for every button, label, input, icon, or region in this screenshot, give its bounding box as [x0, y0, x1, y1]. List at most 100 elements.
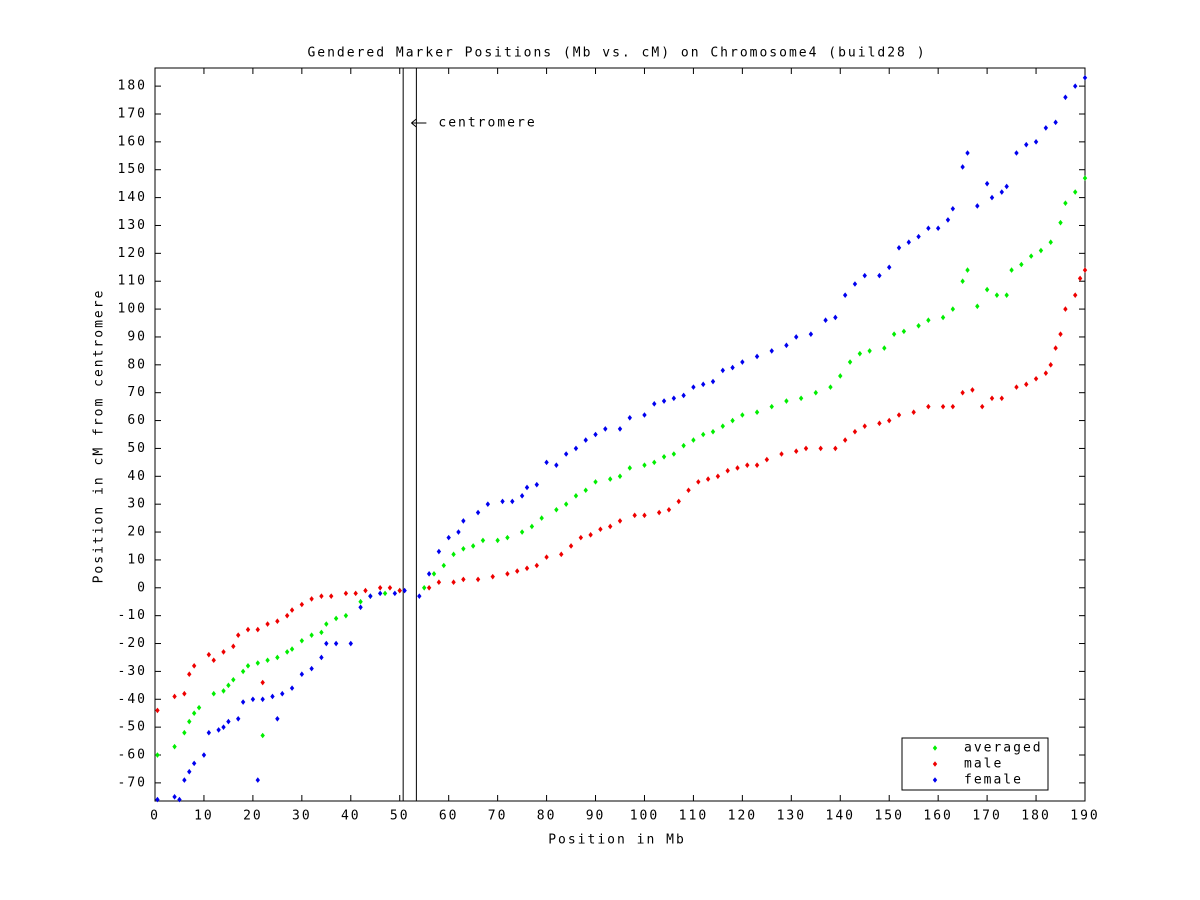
plot-frame	[154, 67, 1086, 802]
point	[877, 420, 882, 427]
point	[784, 398, 789, 404]
point	[652, 401, 657, 407]
point	[696, 479, 701, 485]
point	[500, 498, 505, 505]
point	[245, 626, 251, 633]
point	[280, 690, 285, 697]
y-tick-label: 100	[118, 302, 147, 317]
point	[319, 593, 324, 599]
point	[387, 584, 393, 591]
point	[1048, 239, 1053, 245]
point	[250, 696, 256, 703]
point	[475, 509, 481, 516]
point	[627, 465, 632, 471]
point	[333, 640, 339, 647]
point	[896, 244, 902, 251]
point	[226, 682, 231, 689]
point	[691, 384, 696, 390]
x-tick-label: 140	[826, 809, 855, 824]
point	[715, 473, 721, 480]
point	[593, 431, 598, 438]
point	[681, 442, 686, 449]
point	[857, 350, 863, 357]
point	[260, 679, 265, 686]
point	[196, 704, 202, 711]
point	[392, 590, 398, 597]
y-tick-label: 150	[118, 162, 147, 177]
point	[309, 632, 314, 638]
point	[926, 403, 931, 410]
point	[534, 481, 539, 488]
point	[583, 437, 588, 443]
point	[989, 395, 995, 402]
point	[627, 414, 632, 421]
point	[852, 428, 858, 435]
point	[671, 451, 677, 457]
point	[887, 264, 892, 271]
point	[245, 663, 251, 669]
y-tick-label: 10	[127, 552, 147, 567]
point	[935, 225, 941, 232]
point	[456, 529, 461, 535]
x-tick-label: 170	[972, 809, 1001, 824]
point	[852, 281, 858, 287]
point	[808, 331, 814, 337]
point	[950, 205, 956, 212]
y-tick-label: -40	[118, 692, 147, 707]
point	[764, 456, 770, 463]
point	[368, 593, 373, 599]
point	[451, 551, 456, 558]
point	[221, 649, 226, 655]
point	[441, 562, 446, 569]
point	[289, 646, 295, 652]
point	[524, 565, 530, 572]
point	[740, 412, 745, 418]
point	[691, 437, 696, 443]
point	[1043, 370, 1049, 376]
point	[1063, 94, 1068, 101]
point	[1019, 261, 1024, 268]
point	[965, 267, 970, 273]
legend-label: averaged	[964, 741, 1043, 756]
x-tick-label: 190	[1070, 809, 1099, 824]
point	[862, 423, 867, 429]
point	[1058, 331, 1063, 337]
point	[377, 584, 383, 591]
point	[994, 292, 1000, 298]
point	[422, 584, 427, 591]
point	[461, 576, 466, 583]
point	[642, 462, 647, 468]
point	[534, 562, 539, 569]
point	[255, 626, 260, 633]
point	[970, 387, 975, 393]
point	[1033, 139, 1039, 145]
point	[358, 598, 363, 605]
point	[187, 671, 192, 677]
point	[1053, 345, 1058, 351]
y-tick-label: 160	[118, 134, 147, 149]
point	[975, 203, 980, 209]
point	[676, 498, 681, 505]
point	[1063, 200, 1068, 206]
point	[275, 654, 280, 661]
x-tick-label: 180	[1021, 809, 1050, 824]
point	[155, 796, 160, 803]
point	[813, 389, 818, 396]
y-tick-label: 140	[118, 190, 147, 205]
point	[490, 573, 495, 580]
y-tick-label: 70	[127, 385, 147, 400]
point	[940, 314, 946, 321]
point	[461, 518, 466, 524]
x-tick-label: 20	[243, 809, 263, 824]
point	[877, 272, 882, 279]
point	[155, 707, 160, 714]
x-tick-label: 70	[488, 809, 508, 824]
point	[980, 403, 985, 410]
point	[1058, 219, 1063, 226]
point	[529, 523, 535, 530]
point	[926, 317, 931, 324]
point	[730, 364, 735, 371]
point	[833, 445, 838, 452]
point	[960, 389, 965, 396]
point	[265, 657, 270, 664]
